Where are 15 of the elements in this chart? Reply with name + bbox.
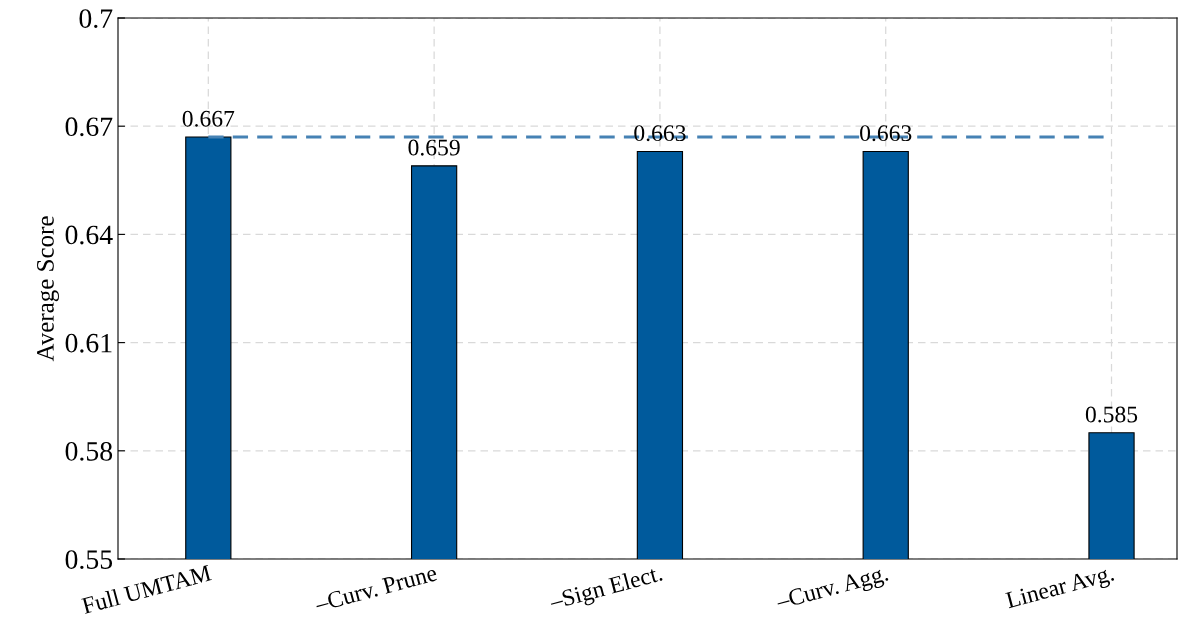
y-tick-label: 0.55 <box>65 550 113 570</box>
data-label: 0.663 <box>860 125 912 142</box>
y-tick-label: 0.61 <box>65 333 112 353</box>
data-label: 0.667 <box>182 110 235 127</box>
y-tick-label: 0.67 <box>65 117 113 137</box>
x-tick-label: –Sign Elect. <box>548 564 664 615</box>
x-tick-label: –Curv. Prune <box>314 564 438 613</box>
y-axis-title: Average Score <box>37 216 59 362</box>
y-tick-label: 0.7 <box>79 9 113 29</box>
x-tick-label: Linear Avg. <box>1005 564 1116 614</box>
data-label: 0.585 <box>1085 406 1138 423</box>
y-tick-label: 0.58 <box>65 441 113 461</box>
x-tick-label: –Curv. Agg. <box>775 564 890 615</box>
data-label: 0.659 <box>408 139 460 156</box>
y-tick-label: 0.64 <box>65 225 113 245</box>
